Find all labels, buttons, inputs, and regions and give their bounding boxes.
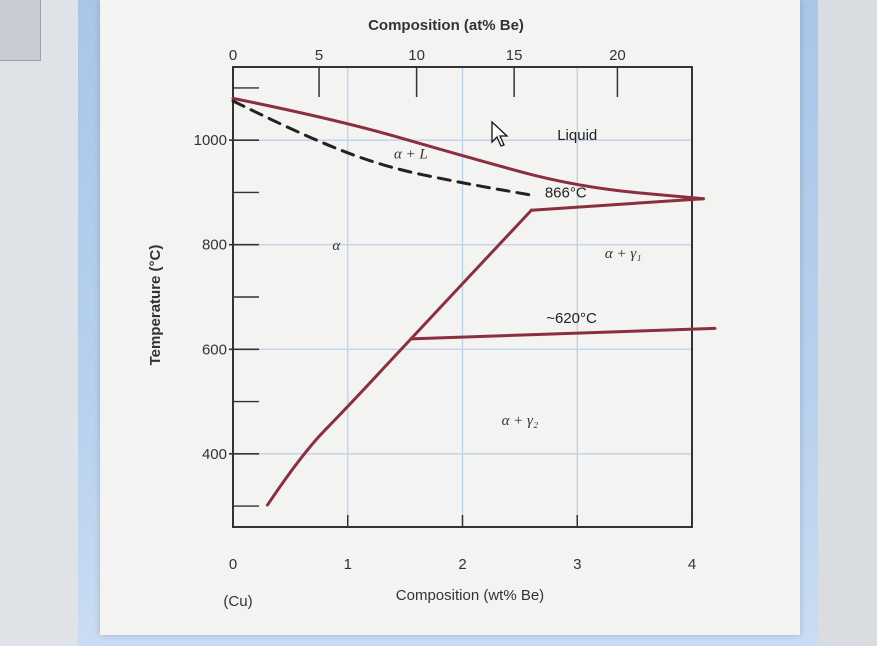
annotation--: α + γ₂ bbox=[502, 413, 539, 429]
bottom-axis-end-label: (Cu) bbox=[223, 593, 252, 610]
right-side-panel bbox=[818, 0, 877, 646]
annotation-866-c: 866°C bbox=[545, 185, 587, 202]
x-bottom-tick-label: 3 bbox=[573, 556, 581, 573]
grid bbox=[233, 67, 692, 527]
x-bottom-tick-label: 0 bbox=[229, 556, 237, 573]
left-side-panel bbox=[0, 0, 41, 61]
y-axis-ticks: 400 600 800 1000 bbox=[194, 132, 259, 463]
y-tick-label: 800 bbox=[202, 237, 227, 254]
annotation--l: α + L bbox=[394, 146, 428, 162]
x-top-tick-label: 10 bbox=[408, 47, 425, 64]
x-top-tick-label: 0 bbox=[229, 47, 237, 64]
y-tick-label: 1000 bbox=[194, 132, 227, 149]
curve-alpha-solvus bbox=[265, 208, 533, 507]
annotation--: α + γ₁ bbox=[605, 246, 642, 262]
x-bottom-tick-label: 4 bbox=[688, 556, 696, 573]
curve-866-c-line bbox=[529, 197, 705, 212]
curve-solidus bbox=[231, 99, 533, 197]
figure-card bbox=[100, 0, 800, 635]
x-top-tick-label: 5 bbox=[315, 47, 323, 64]
x-bottom-tick-label: 1 bbox=[344, 556, 352, 573]
curve-liquidus bbox=[231, 96, 705, 201]
annotation-liquid: Liquid bbox=[557, 127, 597, 144]
x-top-tick-label: 20 bbox=[609, 47, 626, 64]
top-axis-title: Composition (at% Be) bbox=[368, 17, 524, 34]
top-axis-ticks: 0 5 10 15 20 bbox=[229, 47, 626, 97]
x-top-tick-label: 15 bbox=[506, 47, 523, 64]
mouse-pointer-icon bbox=[491, 120, 509, 147]
annotations: Liquid α + L 866°C α α + γ₁ ~620°C α + γ₂ bbox=[332, 127, 641, 429]
bottom-axis-title: Composition (wt% Be) bbox=[396, 587, 544, 604]
y-tick-label: 600 bbox=[202, 341, 227, 358]
phase-boundaries bbox=[231, 96, 717, 507]
minor-ticks bbox=[233, 87, 259, 507]
curve-620-c-line bbox=[409, 326, 717, 341]
y-axis-title: Temperature (°C) bbox=[147, 245, 164, 366]
annotation--620-c: ~620°C bbox=[546, 310, 597, 327]
annotation--: α bbox=[332, 238, 341, 254]
bottom-axis-ticks: 0 1 2 3 4 bbox=[229, 515, 696, 573]
x-bottom-tick-label: 2 bbox=[458, 556, 466, 573]
y-tick-label: 400 bbox=[202, 446, 227, 463]
